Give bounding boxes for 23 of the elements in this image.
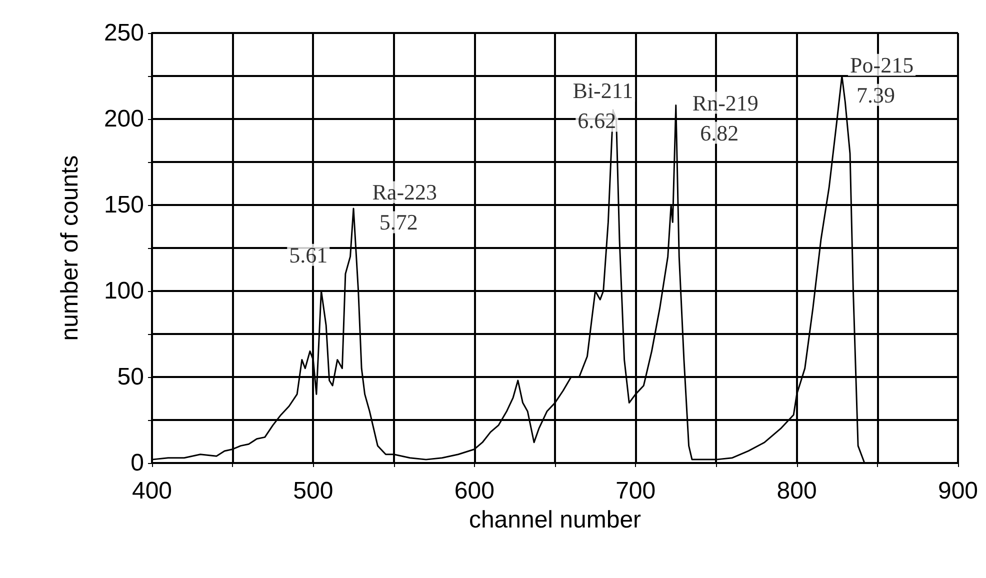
y-tick-label: 250 [104,20,144,46]
annotation: 5.61 [289,242,328,268]
x-tick-label: 500 [293,478,334,504]
y-tick-label: 50 [117,364,144,390]
y-tick-label: 200 [104,106,144,132]
x-tick-label: 900 [938,478,978,504]
x-tick-label: 700 [616,478,656,504]
annotation: 6.82 [700,120,739,146]
y-tick-label: 150 [104,192,144,218]
annotation: 6.62 [578,108,616,134]
y-tick-label: 100 [104,278,144,304]
annotation: Rn-219 [692,90,758,116]
annotation: 5.72 [379,210,418,235]
x-tick-label: 800 [776,478,817,504]
annotation: Bi-211 [572,78,634,104]
x-tick-label: 600 [454,478,494,504]
annotation: Ra-223 [372,180,438,205]
y-axis-title: number of counts [56,155,84,341]
x-tick-label: 400 [132,478,172,504]
y-tick-label: 0 [130,450,144,476]
annotation: Po-215 [850,52,914,78]
x-axis-title: channel number [468,506,642,534]
annotation: 7.39 [856,82,896,108]
